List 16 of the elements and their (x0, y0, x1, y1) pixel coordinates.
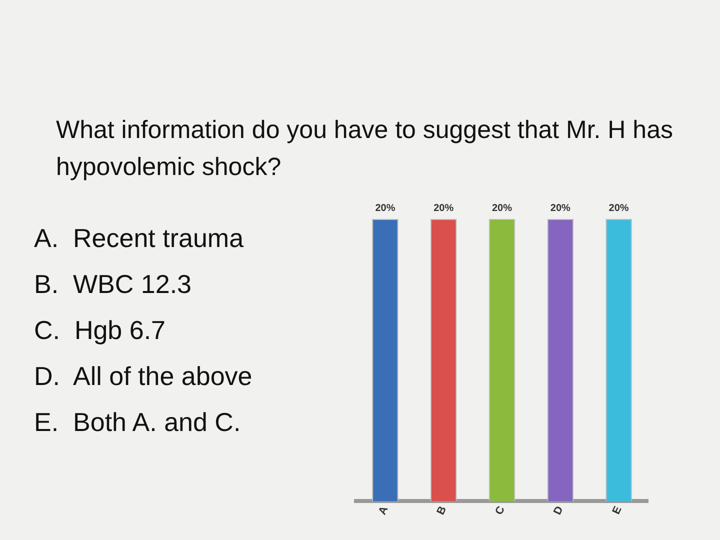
x-tick-label: D (552, 504, 566, 517)
text: D. All of the above (34, 360, 252, 393)
data-label: 20% (375, 202, 396, 214)
data-label: 20% (550, 202, 571, 214)
data-label: 20% (492, 202, 512, 214)
chart-title: What information do you have to suggest that Mr. H has hypovolemic shock? (56, 115, 674, 183)
text: C. Hgb 6.7 (34, 314, 167, 347)
text: E. Both A. and C. (34, 406, 242, 439)
x-tick-label: C (493, 504, 508, 517)
x-tick-label: B (434, 504, 450, 517)
text: B. WBC 12.3 (34, 268, 192, 301)
text: A. Recent trauma (34, 222, 245, 255)
x-tick-label: A (376, 504, 391, 517)
data-label: 20% (608, 202, 629, 214)
x-tick-label: E (610, 504, 624, 516)
data-label: 20% (434, 202, 454, 214)
